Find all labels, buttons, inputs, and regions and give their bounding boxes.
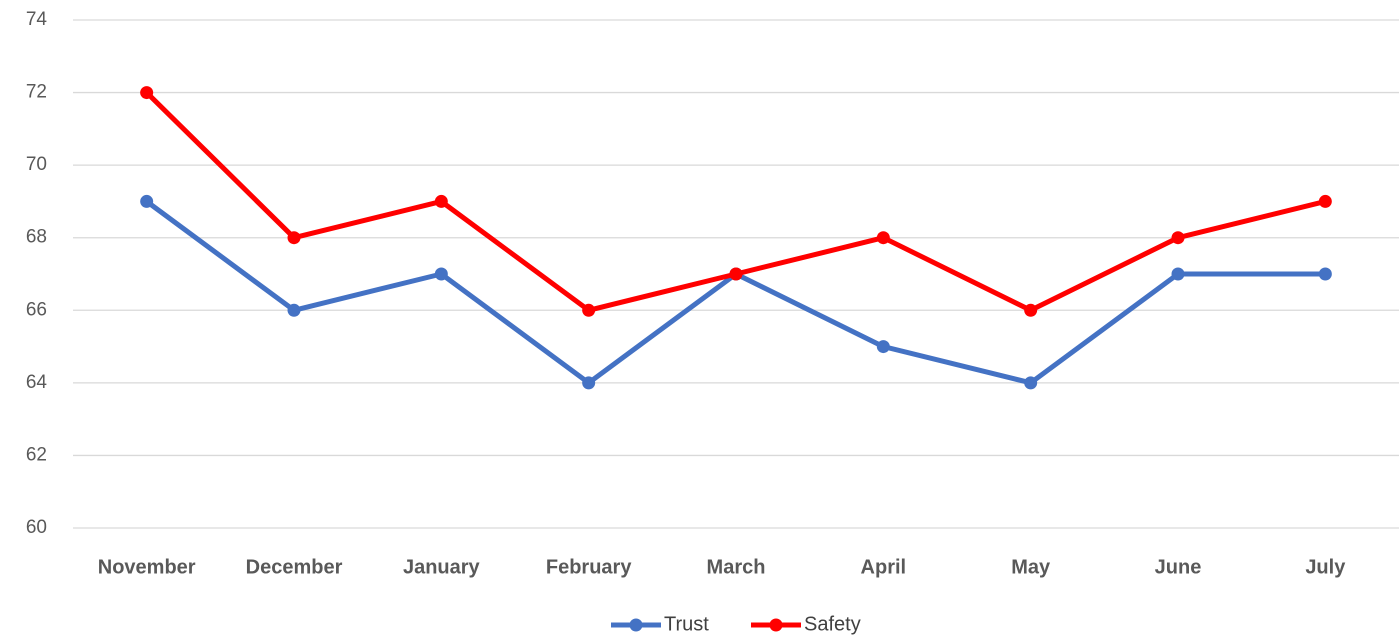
data-point <box>140 86 154 100</box>
x-tick-label: May <box>1011 556 1051 578</box>
y-tick-label: 68 <box>26 227 47 248</box>
data-point <box>1171 267 1185 281</box>
y-tick-label: 72 <box>26 82 47 103</box>
data-point <box>729 267 743 281</box>
y-tick-label: 70 <box>26 154 47 175</box>
data-point <box>140 194 154 208</box>
legend: Trust Safety <box>611 613 861 635</box>
data-point <box>1318 194 1332 208</box>
data-point <box>1024 376 1038 390</box>
legend-marker <box>769 618 783 632</box>
data-point <box>582 376 596 390</box>
data-point <box>434 194 448 208</box>
x-tick-label: January <box>403 556 481 578</box>
data-point <box>876 231 890 245</box>
legend-label: Safety <box>804 613 861 635</box>
legend-label: Trust <box>664 613 709 635</box>
legend-marker <box>629 618 643 632</box>
x-tick-label: June <box>1155 556 1202 578</box>
data-point <box>876 340 890 354</box>
data-point <box>582 303 596 317</box>
data-point <box>1318 267 1332 281</box>
data-point <box>287 231 301 245</box>
y-tick-label: 60 <box>26 517 47 538</box>
y-tick-label: 66 <box>26 299 47 320</box>
x-tick-label: December <box>246 556 343 578</box>
x-tick-label: February <box>546 556 632 578</box>
x-tick-label: March <box>707 556 766 578</box>
y-tick-label: 64 <box>26 372 48 393</box>
y-tick-label: 62 <box>26 444 47 465</box>
data-point <box>1171 231 1185 245</box>
x-tick-label: April <box>861 556 907 578</box>
data-point <box>1024 303 1038 317</box>
data-point <box>287 303 301 317</box>
y-tick-label: 74 <box>26 9 48 30</box>
data-point <box>434 267 448 281</box>
x-tick-label: July <box>1305 556 1346 578</box>
x-tick-label: November <box>98 556 196 578</box>
